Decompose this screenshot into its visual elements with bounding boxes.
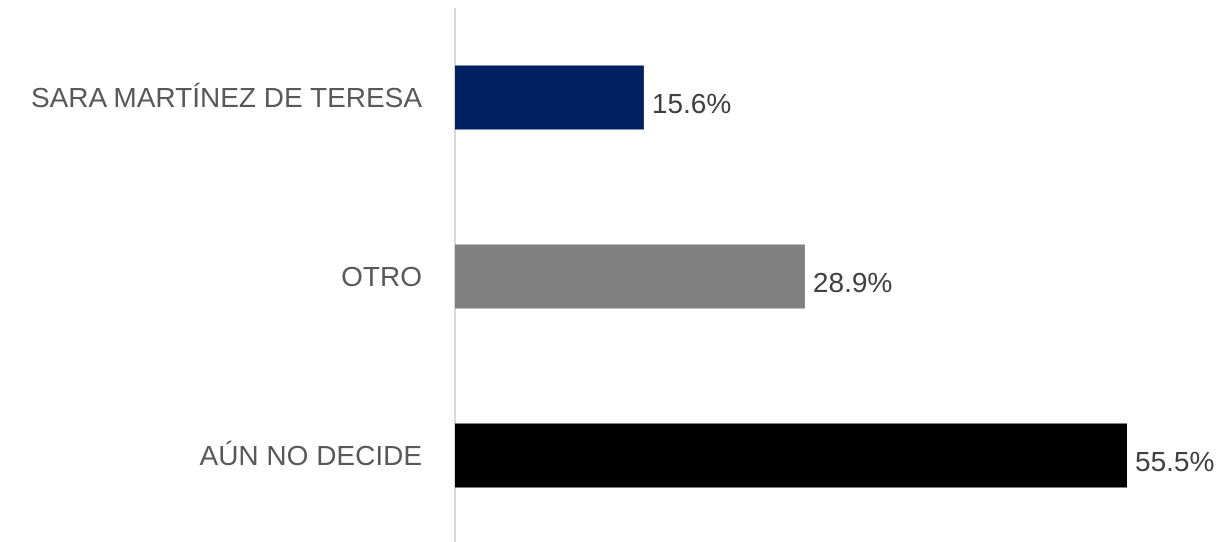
data-label-sara-martinez-de-teresa: 15.6%: [652, 88, 731, 119]
category-label-otro: OTRO: [341, 261, 422, 292]
category-labels: SARA MARTÍNEZ DE TERESA OTRO AÚN NO DECIDE: [31, 82, 422, 471]
bar-otro: [455, 244, 805, 309]
data-label-otro: 28.9%: [813, 267, 892, 298]
category-label-sara-martinez-de-teresa: SARA MARTÍNEZ DE TERESA: [31, 82, 422, 113]
data-labels: 15.6% 28.9% 55.5%: [652, 88, 1215, 477]
data-label-aun-no-decide: 55.5%: [1135, 446, 1214, 477]
bar-sara-martinez-de-teresa: [455, 65, 644, 130]
category-label-aun-no-decide: AÚN NO DECIDE: [200, 440, 422, 471]
bar-aun-no-decide: [455, 423, 1127, 488]
bar-series: [455, 65, 1127, 488]
